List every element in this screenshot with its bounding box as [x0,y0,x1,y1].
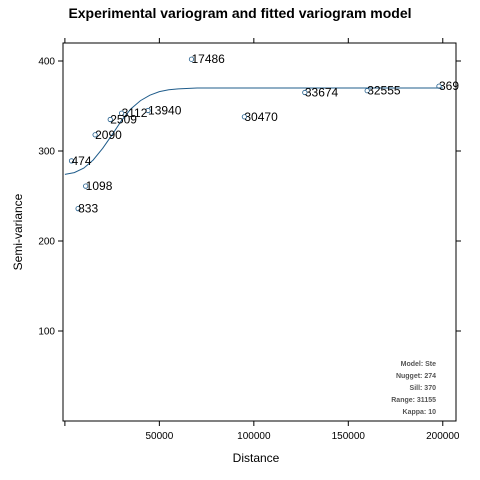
y-tick-label: 200 [38,237,55,248]
y-tick-label: 100 [38,327,55,338]
x-tick-label: 200000 [426,431,460,442]
data-point-label: 30470 [244,110,278,124]
model-info-line: Kappa: 10 [403,409,437,416]
data-point-label: 13940 [148,104,182,118]
data-point-label: 32555 [367,84,401,98]
data-point-label: 1098 [86,179,113,193]
plot-frame [63,43,456,421]
x-axis-label: Distance [233,451,280,465]
x-tick-label: 150000 [332,431,366,442]
model-info-line: Nugget: 274 [396,373,436,380]
model-info-line: Sill: 370 [410,385,437,392]
chart-title: Experimental variogram and fitted variog… [68,5,411,21]
x-tick-label: 50000 [145,431,173,442]
y-tick-label: 400 [38,57,55,68]
x-tick-label: 100000 [237,431,271,442]
data-point-label: 17486 [191,52,225,66]
model-info-box: Model: Ste Nugget: 274 Sill: 370 Range: 311… [391,361,436,416]
y-tick-label: 300 [38,147,55,158]
model-info-line: Model: Ste [401,361,436,368]
data-points [69,57,441,211]
model-info-line: Range: 31155 [391,397,436,404]
data-point-label: 33674 [305,86,339,100]
data-point-label: 833 [78,202,98,216]
data-point-label: 474 [72,154,92,168]
data-point-label: 369 [439,79,459,93]
y-axis-label: Semi-variance [11,193,25,270]
data-point-label: 3112 [122,106,148,120]
data-point-label: 2090 [95,128,122,142]
